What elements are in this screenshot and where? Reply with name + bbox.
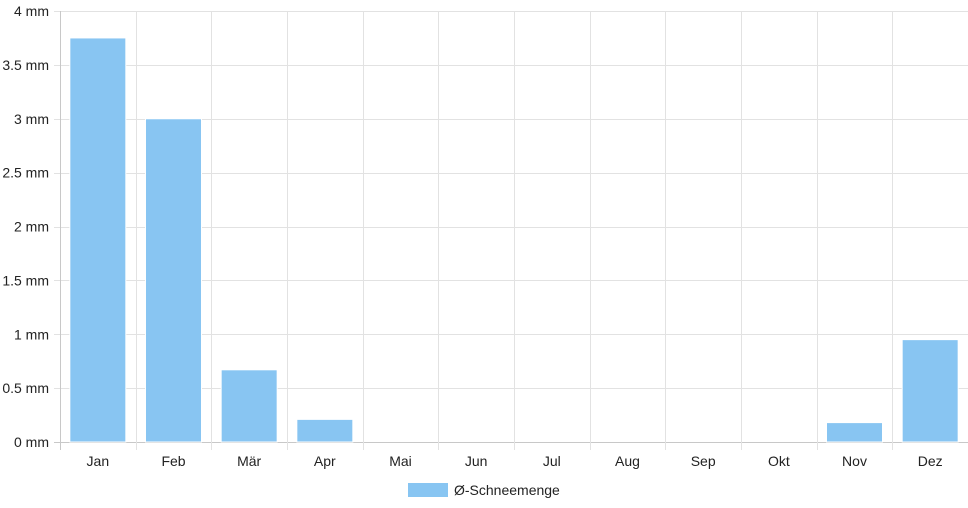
x-tick-label: Nov — [842, 453, 867, 469]
x-tick-label: Aug — [615, 453, 640, 469]
x-tick-label: Jul — [543, 453, 561, 469]
x-tick-label: Sep — [691, 453, 716, 469]
bars — [69, 37, 959, 443]
y-axis-tick-labels: 0 mm 0.5 mm 1 mm 1.5 mm 2 mm 2.5 mm 3 mm 3.5 mm… — [2, 3, 49, 450]
bar-Nov[interactable] — [826, 422, 883, 443]
y-tick-label: 3.5 mm — [2, 57, 49, 73]
bar-Mär[interactable] — [220, 369, 278, 443]
x-tick-label: Jun — [465, 453, 488, 469]
bar-Apr[interactable] — [296, 418, 354, 443]
legend-label[interactable]: Ø-Schneemenge — [454, 482, 560, 498]
y-tick-label: 2 mm — [14, 219, 49, 235]
x-tick-label: Feb — [161, 453, 185, 469]
y-tick-label: 0.5 mm — [2, 380, 49, 396]
legend[interactable]: Ø-Schneemenge — [408, 482, 560, 498]
x-axis-tick-labels: Jan Feb Mär Apr Mai Jun Jul Aug Sep Okt Nov Dez — [87, 453, 943, 469]
x-tick-label: Jan — [87, 453, 110, 469]
bar-Jan[interactable] — [69, 37, 127, 443]
bar-Dez[interactable] — [901, 339, 959, 443]
x-tick-label: Okt — [768, 453, 790, 469]
x-tick-label: Dez — [918, 453, 943, 469]
legend-swatch[interactable] — [408, 483, 448, 497]
y-tick-label: 0 mm — [14, 434, 49, 450]
bar-Feb[interactable] — [145, 118, 202, 443]
y-tick-label: 1.5 mm — [2, 272, 49, 288]
x-tick-label: Mai — [389, 453, 412, 469]
y-tick-label: 2.5 mm — [2, 165, 49, 181]
grid-lines — [54, 11, 968, 450]
y-tick-label: 3 mm — [14, 111, 49, 127]
y-tick-label: 1 mm — [14, 326, 49, 342]
x-tick-label: Mär — [237, 453, 261, 469]
x-tick-label: Apr — [314, 453, 336, 469]
y-tick-label: 4 mm — [14, 3, 49, 19]
